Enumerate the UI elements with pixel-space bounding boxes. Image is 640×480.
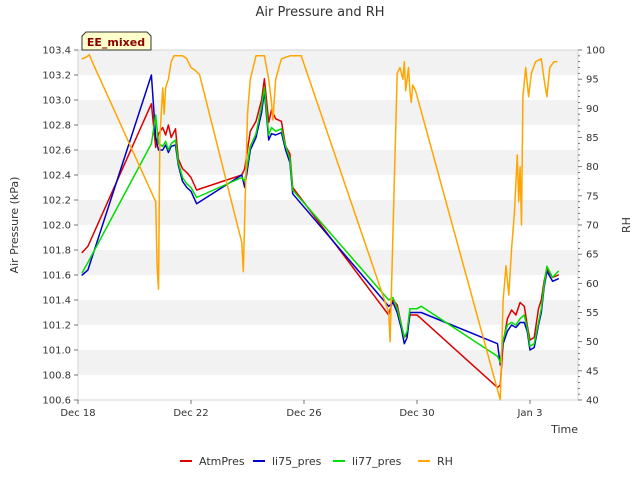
- grid-band: [78, 50, 578, 75]
- y2-tick-label: 55: [586, 308, 599, 319]
- y-tick-label: 103.0: [42, 96, 71, 107]
- y-tick-label: 101.6: [42, 271, 71, 282]
- series-layer: [81, 53, 559, 401]
- grid-band: [78, 375, 578, 400]
- x-axis: Dec 18 Dec 22 Dec 26 Dec 30 Jan 3: [60, 400, 542, 419]
- y-tick-label: 100.8: [42, 371, 71, 382]
- grid-band: [78, 175, 578, 200]
- y2-tick-label: 65: [586, 250, 599, 261]
- y2-tick-label: 80: [586, 162, 599, 173]
- y-tick-label: 101.4: [42, 296, 71, 307]
- legend: AtmPres li75_pres li77_pres RH: [180, 455, 453, 468]
- y-tick-label: 102.4: [42, 171, 71, 182]
- y-axis-label: Air Pressure (kPa): [8, 177, 21, 274]
- y2-tick-label: 90: [586, 104, 599, 115]
- badge-box: [81, 31, 152, 51]
- y2-tick-label: 60: [586, 279, 599, 290]
- x-tick-label: Dec 18: [60, 408, 95, 419]
- x-tick-label: Jan 3: [516, 408, 542, 419]
- y-axis-right: 40 45 50 55 60 65 70 75 80 85 90 95 100: [578, 46, 605, 407]
- x-tick-label: Dec 22: [173, 408, 208, 419]
- x-tick-label: Dec 26: [286, 408, 321, 419]
- legend-label: li77_pres: [352, 455, 402, 468]
- y-tick-label: 100.6: [42, 396, 71, 407]
- y-tick-label: 103.2: [42, 71, 71, 82]
- x-axis-label: Time: [550, 423, 578, 436]
- grid-band: [78, 275, 578, 300]
- grid-band: [78, 325, 578, 350]
- y-tick-label: 102.8: [42, 121, 71, 132]
- station-badge: EE_mixed: [81, 31, 152, 51]
- legend-label: RH: [437, 455, 453, 468]
- series-line-li77-pres: [81, 86, 559, 364]
- legend-label: AtmPres: [199, 455, 245, 468]
- legend-label: li75_pres: [272, 455, 322, 468]
- y2-tick-label: 50: [586, 337, 599, 348]
- y-tick-label: 101.2: [42, 321, 71, 332]
- y-tick-label: 103.4: [42, 46, 71, 57]
- x-tick-label: Dec 30: [399, 408, 434, 419]
- chart-title: Air Pressure and RH: [255, 5, 384, 20]
- y-tick-label: 102.0: [42, 221, 71, 232]
- y-tick-label: 102.6: [42, 146, 71, 157]
- y-tick-label: 101.8: [42, 246, 71, 257]
- grid-band: [78, 75, 578, 100]
- y2-tick-label: 70: [586, 221, 599, 232]
- y-axis-left: 100.6 100.8 101.0 101.2 101.4 101.6 101.8 102.0…: [42, 46, 78, 407]
- y-tick-label: 102.2: [42, 196, 71, 207]
- y2-axis-label: RH: [620, 217, 633, 233]
- grid-band: [78, 250, 578, 275]
- grid-band: [78, 200, 578, 225]
- grid-band: [78, 150, 578, 175]
- y2-tick-label: 85: [586, 133, 599, 144]
- y2-tick-label: 40: [586, 396, 599, 407]
- badge-label: EE_mixed: [87, 36, 145, 49]
- y2-tick-label: 95: [586, 75, 599, 86]
- y2-tick-label: 45: [586, 366, 599, 377]
- grid-band: [78, 225, 578, 250]
- y2-tick-label: 75: [586, 191, 599, 202]
- grid-band: [78, 300, 578, 325]
- y-tick-label: 101.0: [42, 346, 71, 357]
- series-line-rh: [81, 53, 558, 401]
- y2-tick-label: 100: [586, 46, 605, 57]
